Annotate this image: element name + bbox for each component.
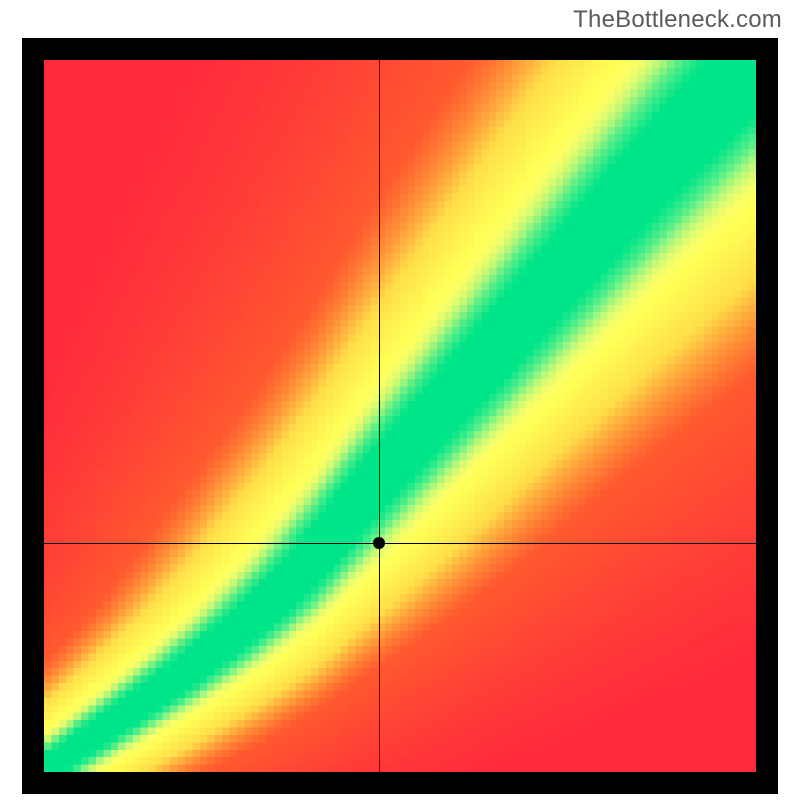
heatmap-plot (44, 60, 756, 772)
crosshair-vertical (379, 60, 380, 772)
data-point-marker (373, 537, 385, 549)
chart-container: TheBottleneck.com (0, 0, 800, 800)
crosshair-horizontal (44, 543, 756, 544)
watermark-text: TheBottleneck.com (573, 6, 782, 34)
